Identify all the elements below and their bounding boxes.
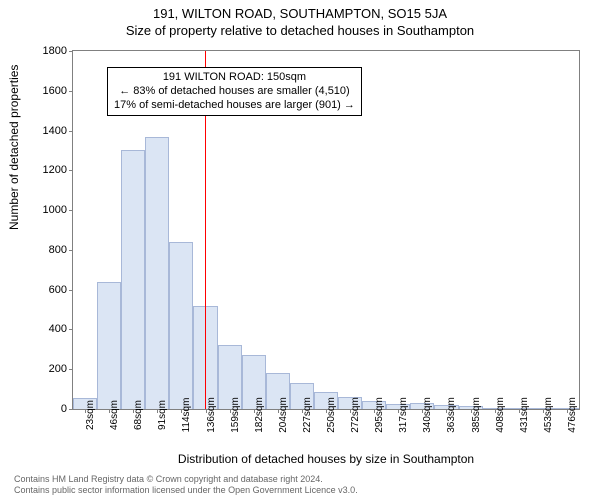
title-sub: Size of property relative to detached ho… — [0, 21, 600, 38]
xtick-mark — [471, 409, 472, 413]
ytick-mark — [69, 329, 73, 330]
xtick-mark — [350, 409, 351, 413]
xtick-label: 23sqm — [85, 400, 96, 430]
xtick-mark — [133, 409, 134, 413]
xtick-label: 227sqm — [302, 397, 313, 433]
xtick-label: 453sqm — [543, 397, 554, 433]
xtick-mark — [157, 409, 158, 413]
xtick-label: 250sqm — [326, 397, 337, 433]
xtick-mark — [109, 409, 110, 413]
annotation-line3: 17% of semi-detached houses are larger (… — [114, 99, 355, 113]
histogram-bar — [97, 282, 121, 409]
ytick-mark — [69, 369, 73, 370]
xtick-label: 68sqm — [133, 400, 144, 430]
ytick-label: 1400 — [43, 125, 67, 137]
footer: Contains HM Land Registry data © Crown c… — [14, 474, 358, 496]
title-main: 191, WILTON ROAD, SOUTHAMPTON, SO15 5JA — [0, 0, 600, 21]
xtick-label: 136sqm — [206, 397, 217, 433]
xtick-mark — [278, 409, 279, 413]
xtick-label: 476sqm — [567, 397, 578, 433]
ytick-label: 800 — [49, 244, 67, 256]
xtick-mark — [374, 409, 375, 413]
ytick-label: 400 — [49, 323, 67, 335]
x-axis-label: Distribution of detached houses by size … — [72, 452, 580, 466]
histogram-bar — [121, 150, 145, 409]
y-axis-label: Number of detached properties — [7, 65, 21, 230]
xtick-mark — [302, 409, 303, 413]
histogram-bar — [145, 137, 169, 409]
ytick-mark — [69, 210, 73, 211]
xtick-mark — [85, 409, 86, 413]
footer-line2: Contains public sector information licen… — [14, 485, 358, 496]
ytick-label: 600 — [49, 284, 67, 296]
xtick-mark — [422, 409, 423, 413]
xtick-mark — [181, 409, 182, 413]
histogram-bar — [169, 242, 193, 409]
xtick-mark — [519, 409, 520, 413]
ytick-label: 1200 — [43, 164, 67, 176]
ytick-label: 1800 — [43, 45, 67, 57]
xtick-mark — [326, 409, 327, 413]
xtick-label: 91sqm — [157, 400, 168, 430]
chart-container: 191, WILTON ROAD, SOUTHAMPTON, SO15 5JA … — [0, 0, 600, 500]
annotation-box: 191 WILTON ROAD: 150sqm ← 83% of detache… — [107, 67, 362, 116]
xtick-mark — [398, 409, 399, 413]
ytick-label: 0 — [61, 403, 67, 415]
ytick-mark — [69, 290, 73, 291]
ytick-mark — [69, 170, 73, 171]
xtick-mark — [543, 409, 544, 413]
xtick-label: 317sqm — [398, 397, 409, 433]
ytick-mark — [69, 409, 73, 410]
ytick-label: 1000 — [43, 204, 67, 216]
xtick-label: 159sqm — [230, 397, 241, 433]
ytick-mark — [69, 131, 73, 132]
xtick-label: 46sqm — [109, 400, 120, 430]
xtick-label: 204sqm — [278, 397, 289, 433]
ytick-mark — [69, 250, 73, 251]
xtick-label: 363sqm — [446, 397, 457, 433]
xtick-mark — [206, 409, 207, 413]
xtick-mark — [495, 409, 496, 413]
xtick-label: 408sqm — [495, 397, 506, 433]
xtick-label: 385sqm — [471, 397, 482, 433]
xtick-label: 295sqm — [374, 397, 385, 433]
plot-area: 02004006008001000120014001600180023sqm46… — [72, 50, 580, 410]
xtick-label: 340sqm — [422, 397, 433, 433]
xtick-mark — [230, 409, 231, 413]
ytick-mark — [69, 51, 73, 52]
xtick-label: 114sqm — [181, 398, 192, 433]
ytick-mark — [69, 91, 73, 92]
annotation-line1: 191 WILTON ROAD: 150sqm — [114, 71, 355, 85]
ytick-label: 200 — [49, 363, 67, 375]
xtick-mark — [446, 409, 447, 413]
footer-line1: Contains HM Land Registry data © Crown c… — [14, 474, 358, 485]
xtick-label: 431sqm — [519, 397, 530, 433]
xtick-label: 182sqm — [254, 397, 265, 433]
xtick-label: 272sqm — [350, 397, 361, 433]
xtick-mark — [567, 409, 568, 413]
ytick-label: 1600 — [43, 85, 67, 97]
xtick-mark — [254, 409, 255, 413]
annotation-line2: ← 83% of detached houses are smaller (4,… — [114, 85, 355, 99]
